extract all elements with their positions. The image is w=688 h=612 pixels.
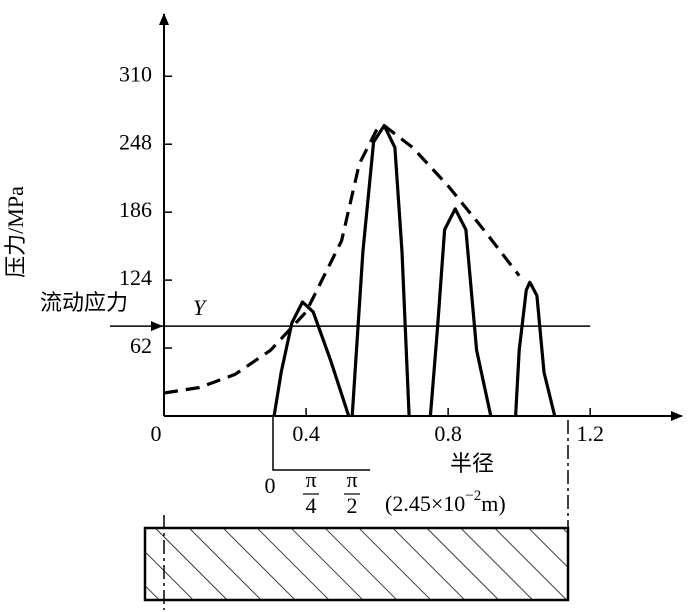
angle-num: π — [305, 467, 316, 492]
x-tick-label: 1.2 — [576, 421, 604, 446]
y-axis-label: 压力/MPa — [3, 186, 28, 278]
y-tick-label: 186 — [119, 197, 152, 222]
series-line — [163, 124, 521, 395]
x-unit-exp: −2 — [465, 488, 481, 504]
x-axis-label: 半径 — [450, 451, 494, 476]
series-line — [514, 280, 557, 417]
x-unit: (2.45×10−2m) — [385, 488, 506, 516]
y-tick-label: 310 — [119, 61, 152, 86]
y-tick-label: 62 — [130, 333, 152, 358]
x-tick-label: 0 — [151, 421, 162, 446]
angle-axis — [272, 416, 370, 471]
y-tick-label: 124 — [119, 265, 152, 290]
x-tick-label: 0.8 — [434, 421, 462, 446]
series-line — [350, 124, 411, 417]
flow-stress-label: 流动应力 — [40, 291, 128, 316]
series-line — [428, 207, 493, 417]
angle-den: 2 — [347, 493, 358, 518]
flow-stress-symbol: Y — [193, 295, 208, 320]
x-unit-end: m) — [481, 491, 505, 516]
angle-den: 4 — [306, 493, 317, 518]
x-unit-base: (2.45×10 — [385, 491, 465, 516]
y-tick-label: 248 — [119, 129, 152, 154]
cross-section — [143, 526, 570, 602]
series-line — [272, 300, 351, 417]
angle-label: 0 — [265, 473, 276, 498]
x-tick-label: 0.4 — [292, 421, 320, 446]
angle-num: π — [346, 467, 357, 492]
